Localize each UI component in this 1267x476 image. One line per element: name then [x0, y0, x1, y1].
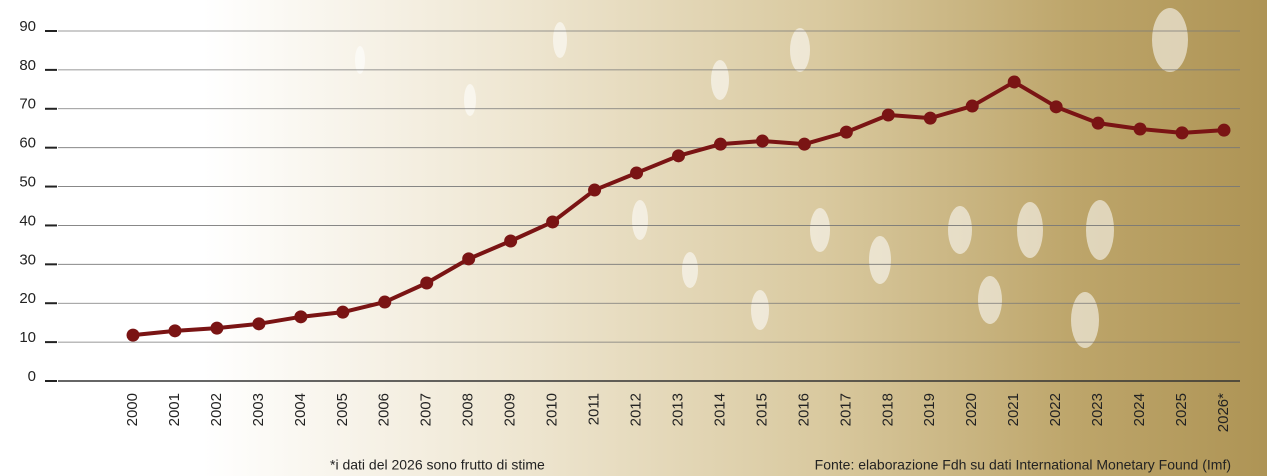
marker	[420, 277, 433, 290]
x-tick-label: 2011	[586, 393, 603, 425]
x-tick-label: 2014	[711, 393, 728, 426]
marker	[1092, 117, 1105, 130]
chart: *i dati del 2026 sono frutto di stime Fo…	[0, 0, 1267, 476]
footnote: *i dati del 2026 sono frutto di stime	[330, 457, 545, 473]
marker	[1050, 100, 1063, 113]
marker	[1008, 75, 1021, 88]
x-tick-label: 2020	[963, 393, 980, 426]
x-tick-label: 2000	[124, 393, 141, 426]
y-tick-label: 50	[19, 174, 36, 191]
marker	[252, 317, 265, 330]
marker	[1134, 123, 1147, 136]
marker	[462, 252, 475, 265]
source: Fonte: elaborazione Fdh su dati Internat…	[815, 457, 1231, 473]
x-tick-label: 2009	[502, 393, 519, 426]
marker	[966, 100, 979, 113]
x-tick-label: 2024	[1131, 393, 1148, 426]
x-tick-label: 2025	[1173, 393, 1190, 426]
x-tick-label: 2016	[795, 393, 812, 426]
x-tick-label: 2023	[1089, 393, 1106, 426]
line	[133, 82, 1224, 335]
y-tick-label: 40	[19, 212, 36, 229]
marker	[714, 138, 727, 151]
y-tick-label: 0	[28, 368, 36, 385]
page: *i dati del 2026 sono frutto di stime Fo…	[0, 0, 1267, 476]
x-tick-label: 2021	[1005, 393, 1022, 426]
marker	[168, 324, 181, 337]
marker	[546, 215, 559, 228]
x-tick-label: 2006	[376, 393, 393, 426]
x-tick-label: 2007	[418, 393, 435, 426]
x-tick-label: 2005	[334, 393, 351, 426]
marker	[127, 329, 140, 342]
decor	[355, 8, 1188, 348]
marker	[378, 296, 391, 309]
x-tick-label: 2002	[208, 393, 225, 426]
y-tick-label: 90	[19, 18, 36, 35]
marker	[294, 310, 307, 323]
x-tick-label: 2026*	[1215, 393, 1232, 432]
marker	[210, 322, 223, 335]
y-tick-label: 10	[19, 329, 36, 346]
marker	[672, 149, 685, 162]
x-tick-label: 2003	[250, 393, 267, 426]
x-tick-label: 2012	[628, 393, 645, 426]
x-tick-label: 2019	[921, 393, 938, 426]
marker	[924, 112, 937, 125]
marker	[630, 166, 643, 179]
x-tick-label: 2010	[544, 393, 561, 426]
y-tick-label: 30	[19, 251, 36, 268]
y-tick-label: 70	[19, 96, 36, 113]
marker	[336, 306, 349, 319]
x-tick-label: 2018	[879, 393, 896, 426]
x-tick-label: 2017	[837, 393, 854, 426]
marker	[588, 184, 601, 197]
marker	[798, 138, 811, 151]
y-tick-label: 60	[19, 135, 36, 152]
marker	[840, 126, 853, 139]
x-tick-label: 2001	[166, 393, 183, 426]
marker	[756, 135, 769, 148]
marker	[504, 235, 517, 248]
marker	[882, 109, 895, 122]
x-tick-label: 2015	[753, 393, 770, 426]
y-tick-label: 80	[19, 57, 36, 74]
marker	[1218, 124, 1231, 137]
y-tick-label: 20	[19, 290, 36, 307]
marker	[1176, 126, 1189, 139]
x-tick-label: 2008	[460, 393, 477, 426]
x-tick-label: 2013	[669, 393, 686, 426]
x-tick-label: 2004	[292, 393, 309, 426]
x-tick-label: 2022	[1047, 393, 1064, 426]
